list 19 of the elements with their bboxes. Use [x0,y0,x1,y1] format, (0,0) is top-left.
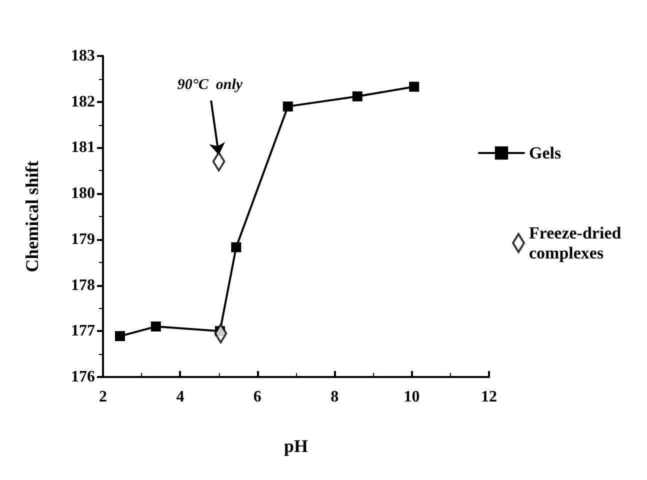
y-tick-label: 178 [71,276,95,294]
x-tick-label: 2 [99,388,107,406]
x-tick-label: 4 [176,388,184,406]
legend-label: Freeze-dried complexes [529,224,626,262]
x-tick-label: 10 [404,388,420,406]
x-axis-title: pH [284,436,308,456]
y-tick-label: 176 [71,368,95,386]
y-tick-label: 183 [71,48,95,64]
y-axis-title: Chemical shift [22,160,42,272]
y-tick-label: 182 [71,93,95,110]
x-tick-label: 8 [330,388,339,406]
y-tick-label: 180 [71,185,95,202]
annotation: 90°C only [177,77,243,94]
legend-label: Gels [529,144,562,162]
x-tick-label: 12 [481,388,497,406]
y-tick-label: 181 [71,139,95,156]
y-tick-label: 177 [71,322,95,340]
x-tick-label: 6 [253,388,262,406]
y-tick-label: 179 [71,230,95,248]
